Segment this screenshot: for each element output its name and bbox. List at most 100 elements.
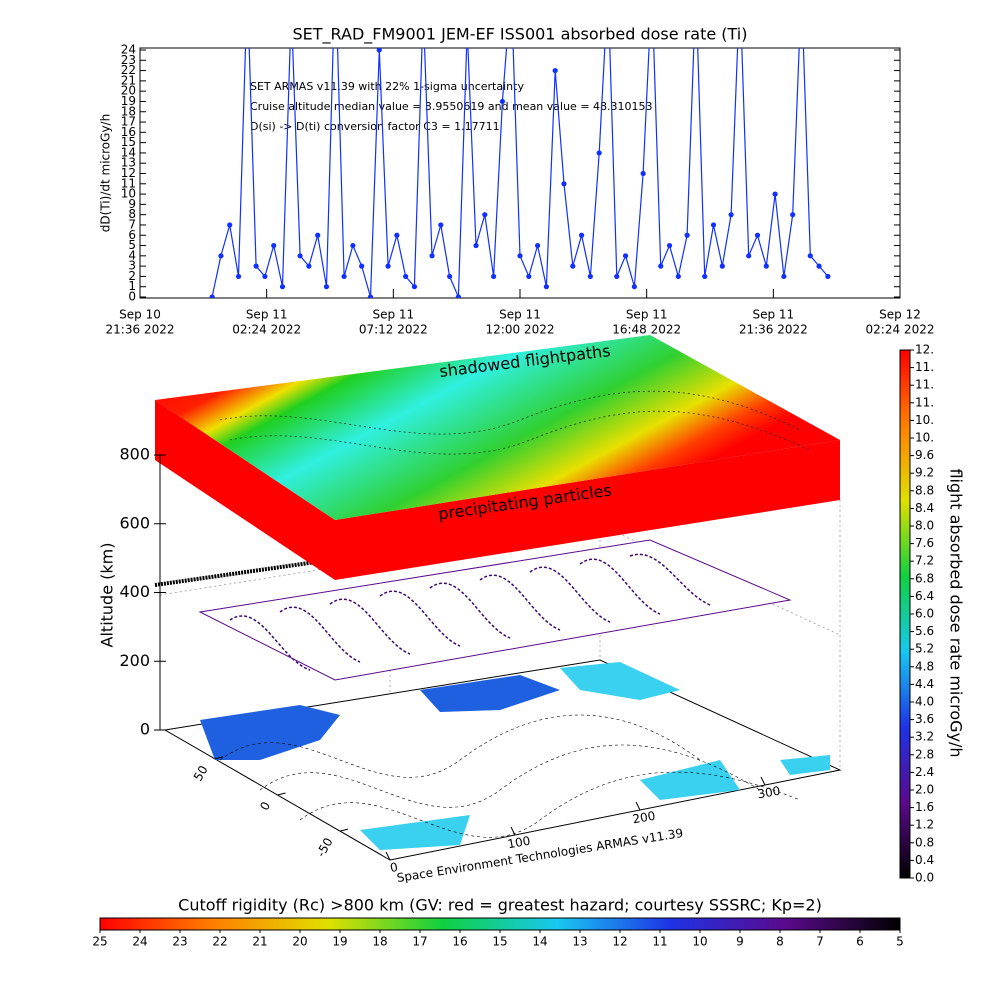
data-point [394, 232, 400, 238]
y-tick-label: 1 [128, 279, 136, 293]
data-point [816, 263, 822, 269]
colorbar-tick-label: 15 [492, 935, 507, 949]
data-point [781, 273, 787, 280]
y-tick-label: 7 [128, 217, 136, 231]
y-tick-label: 3 [128, 259, 136, 273]
colorbar-tick-label: 4.4 [915, 677, 934, 691]
y-axis-label: dD(Ti)/dt microGy/h [99, 114, 113, 232]
colorbar-tick-label: 7 [816, 935, 824, 949]
data-point [763, 263, 769, 269]
colorbar-tick-label: 2.8 [915, 747, 934, 761]
data-point [262, 273, 268, 280]
colorbar-tick-label: 8.4 [915, 501, 934, 515]
x-tick-label: 200 [631, 809, 656, 827]
colorbar-tick-label: 8.8 [915, 483, 934, 497]
data-point [622, 253, 629, 259]
colorbar-tick-label: 17 [412, 935, 427, 949]
y-tick-label: 16 [121, 125, 136, 139]
y-tick-label: 5 [128, 238, 136, 252]
colorbar-tick-label: 9.6 [915, 448, 934, 462]
y-tick [277, 792, 286, 796]
data-point [447, 273, 453, 280]
data-point [218, 253, 224, 259]
x-tick-label: 300 [756, 784, 781, 802]
z-tick-label: 800 [119, 445, 150, 464]
y-tick-label: 10 [121, 187, 136, 201]
data-point [587, 273, 593, 280]
y-tick-label: 2 [128, 269, 136, 283]
colorbar-tick-label: 13 [572, 935, 587, 949]
colorbar-tick-label: 23 [172, 935, 187, 949]
colorbar-tick-label: 11 [652, 935, 667, 949]
colorbar-tick-label: 8 [776, 935, 784, 949]
colorbar-tick-label: 21 [252, 935, 267, 949]
x-tick-label: Sep 11 [499, 308, 541, 322]
colorbar-tick-label: 4.8 [915, 659, 934, 673]
y-tick-label: 12 [121, 166, 136, 180]
data-point [640, 170, 646, 177]
x-tick-label: 16:48 2022 [612, 323, 681, 337]
data-point [482, 212, 488, 218]
data-point [710, 222, 717, 228]
colorbar-tick-label: 25 [92, 935, 107, 949]
colorbar-tick-label: 6.4 [915, 589, 934, 603]
x-tick-label: 07:12 2022 [359, 323, 428, 337]
data-point [253, 263, 259, 269]
colorbar-tick-label: 1.2 [915, 818, 934, 832]
y-tick-label: 11 [121, 176, 136, 190]
y-tick-label: 23 [121, 53, 136, 67]
flightpaths [229, 553, 711, 671]
annotation: SET ARMAS v11.39 with 22% 1-sigma uncert… [250, 80, 524, 93]
data-point [658, 263, 664, 269]
colorbar-tick-label: 6.8 [915, 571, 934, 585]
annotation: Cruise altitude median value = 3.9550619… [250, 100, 653, 113]
y-tick [214, 756, 224, 760]
x-tick-label: Sep 11 [246, 308, 288, 322]
colorbar-tick-label: 11. [915, 378, 934, 392]
x-tick-label: 12:00 2022 [486, 323, 555, 337]
y-tick-label: 0 [128, 290, 136, 304]
data-point [359, 263, 365, 269]
y-tick-label: 19 [121, 94, 136, 108]
data-point [341, 273, 347, 280]
colorbar-tick-label: 9 [736, 935, 744, 949]
y-tick-label: 4 [128, 248, 136, 262]
colorbar-tick-label: 9.2 [915, 466, 934, 480]
data-point [666, 242, 673, 249]
y-tick-label: 8 [128, 207, 136, 221]
data-point [376, 48, 382, 53]
colorbar-label: flight absorbed dose rate microGy/h [947, 468, 966, 757]
map-tracks [219, 714, 801, 838]
data-point [350, 242, 356, 249]
data-point [209, 294, 215, 298]
y-tick-label: 9 [128, 197, 136, 211]
data-point [825, 273, 831, 280]
data-point [746, 253, 752, 259]
colorbar-tick-label: 12. [915, 343, 934, 357]
slab-top [155, 335, 840, 520]
x-tick-label: 21:36 2022 [106, 323, 175, 337]
data-point [429, 253, 435, 259]
y-tick-label: 13 [121, 156, 136, 170]
data-point [684, 232, 690, 238]
x-tick-label: 21:36 2022 [739, 323, 808, 337]
data-point [675, 273, 681, 280]
y-tick-label: 0 [257, 799, 273, 813]
y-tick-label: 24 [121, 43, 136, 57]
data-point [614, 273, 620, 280]
data-point [728, 212, 734, 218]
colorbar-tick-label: 3.6 [915, 712, 934, 726]
data-point [227, 222, 233, 228]
data-point [306, 263, 312, 269]
x-tick [385, 851, 391, 861]
colorbar-tick-label: 10. [915, 431, 934, 445]
colorbar [99, 917, 901, 931]
colorbar-tick-label: 2.4 [915, 765, 934, 779]
data-point [631, 284, 637, 290]
data-point [271, 242, 277, 249]
x-tick [635, 801, 641, 811]
data-point [570, 263, 576, 269]
series-line [211, 48, 829, 298]
data-point [499, 98, 506, 105]
colorbar-tick-label: 22 [212, 935, 227, 949]
